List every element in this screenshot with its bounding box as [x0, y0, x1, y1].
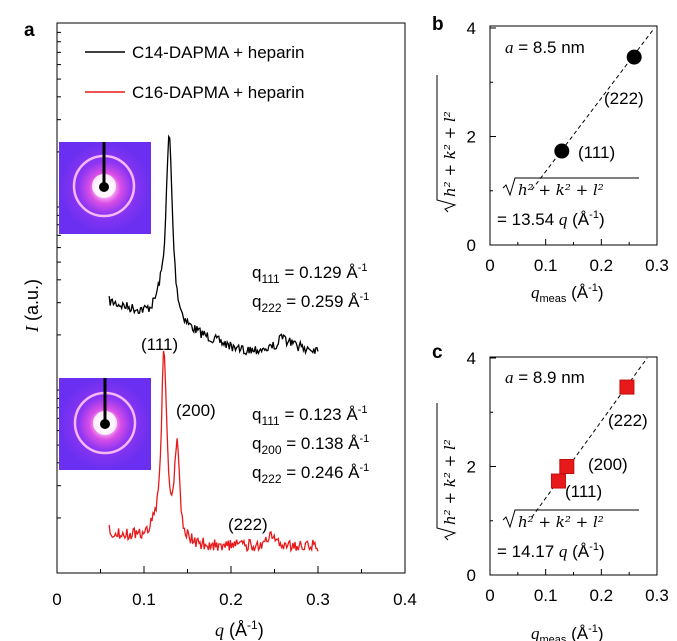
saxs-pattern-c16 [59, 378, 151, 470]
panel-label-a: a [24, 20, 35, 41]
series-c14-curve [108, 134, 319, 356]
panel-b-point-label-111: (111) [578, 143, 615, 162]
panel-a-x-tick-label: 0.1 [132, 590, 156, 609]
panel-a-x-tick-label: 0.4 [393, 590, 417, 609]
peak-label-200: (200) [176, 401, 216, 420]
c-data-point [550, 473, 566, 489]
panel-b-fit-equation: h² + k² + l² = 13.54 q (Å-1) [497, 177, 639, 229]
panel-a-x-tick-label: 0.3 [306, 590, 330, 609]
panel-c-points [550, 379, 635, 489]
c-y-tick-label: 0 [467, 566, 476, 585]
panel-a-y-axis-title: I (a.u.) [22, 279, 42, 333]
c-x-tick-label: 0.3 [645, 586, 669, 605]
panel-c-point-label-222: (222) [608, 411, 648, 430]
svg-text:q222 = 0.259 Å-1: q222 = 0.259 Å-1 [252, 291, 369, 315]
panel-b-point-label-222: (222) [604, 89, 644, 108]
c-x-tick-label: 0 [485, 586, 494, 605]
b-data-point [554, 143, 570, 159]
panel-b: b 0 0.1 0.2 0.3 0 2 4 (111) (222) a = 8.5 nm h… [432, 14, 669, 305]
b-y-tick-label: 0 [467, 236, 476, 255]
panel-c-point-label-200: (200) [588, 455, 628, 474]
svg-text:h² + k² + l²: h² + k² + l² [441, 439, 459, 525]
svg-text:h² + k² + l²: h² + k² + l² [518, 181, 604, 199]
c-y-tick-label: 4 [467, 349, 476, 368]
series-c16-curve [108, 350, 319, 553]
panel-c-ticks [489, 357, 658, 576]
panel-a-x-tick-label: 0.2 [219, 590, 243, 609]
c-x-tick-label: 0.1 [534, 586, 558, 605]
panel-c: c 0 0.1 0.2 0.3 0 2 4 (222) (200) (111) a = 8.… [432, 342, 669, 641]
panel-b-points [554, 49, 642, 159]
panel-c-point-label-111: (111) [565, 482, 602, 501]
panel-c-tick-labels: 0 0.1 0.2 0.3 0 2 4 [467, 349, 669, 605]
peak-label-111: (111) [141, 335, 178, 354]
c-x-tick-label: 0.2 [590, 586, 614, 605]
svg-text:h² + k² + l²: h² + k² + l² [518, 513, 604, 531]
b-data-point [626, 49, 642, 65]
svg-text:= 14.17 q (Å-1): = 14.17 q (Å-1) [497, 541, 605, 561]
panel-label-b: b [432, 14, 444, 35]
c-y-tick-label: 2 [467, 458, 476, 477]
panel-b-x-axis-title: qmeas (Å-1) [531, 282, 604, 305]
b-x-tick-label: 0.3 [645, 256, 669, 275]
panel-a-x-axis-title: q (Å-1) [215, 618, 264, 640]
panel-b-ticks [489, 27, 658, 246]
panel-c-y-axis-title: h² + k² + l² [436, 403, 459, 541]
panel-c-x-axis-title: qmeas (Å-1) [531, 623, 604, 641]
panel-b-y-axis-title: h² + k² + l² [436, 75, 459, 213]
q-annotations-c16: q111 = 0.123 Å-1 q200 = 0.138 Å-1 q222 =… [252, 404, 369, 486]
c-data-point [559, 459, 575, 474]
panel-label-c: c [432, 342, 443, 363]
panel-c-lattice: a = 8.9 nm [505, 368, 585, 387]
svg-text:= 13.54 q (Å-1): = 13.54 q (Å-1) [497, 209, 605, 229]
panel-a-x-tick-labels: 0 0.1 0.2 0.3 0.4 [52, 590, 417, 609]
b-x-tick-label: 0.2 [590, 256, 614, 275]
c-data-point [619, 379, 635, 395]
panel-a-x-tick-label: 0 [52, 590, 61, 609]
b-y-tick-label: 4 [467, 19, 476, 38]
panel-b-lattice: a = 8.5 nm [505, 38, 585, 57]
svg-text:h² + k² + l²: h² + k² + l² [441, 111, 459, 197]
legend-label-c16: C16-DAPMA + heparin [132, 83, 304, 102]
svg-text:q111 = 0.129 Å-1: q111 = 0.129 Å-1 [252, 262, 367, 286]
panel-b-tick-labels: 0 0.1 0.2 0.3 0 2 4 [467, 19, 669, 275]
panel-a: a 0 0.1 0.2 0.3 0.4 C14-DAPMA + heparin C16-… [22, 20, 417, 640]
svg-text:q222 = 0.246 Å-1: q222 = 0.246 Å-1 [252, 462, 369, 486]
svg-text:q111 = 0.123 Å-1: q111 = 0.123 Å-1 [252, 404, 367, 428]
q-annotations-c14: q111 = 0.129 Å-1 q222 = 0.259 Å-1 [252, 262, 369, 315]
b-x-tick-label: 0.1 [534, 256, 558, 275]
peak-label-222: (222) [228, 515, 268, 534]
legend-label-c14: C14-DAPMA + heparin [132, 43, 304, 62]
saxs-pattern-c14 [59, 142, 151, 234]
svg-text:q200 = 0.138 Å-1: q200 = 0.138 Å-1 [252, 433, 369, 457]
b-y-tick-label: 2 [467, 128, 476, 147]
panel-c-fit-equation: h² + k² + l² = 14.17 q (Å-1) [497, 509, 639, 561]
b-x-tick-label: 0 [485, 256, 494, 275]
